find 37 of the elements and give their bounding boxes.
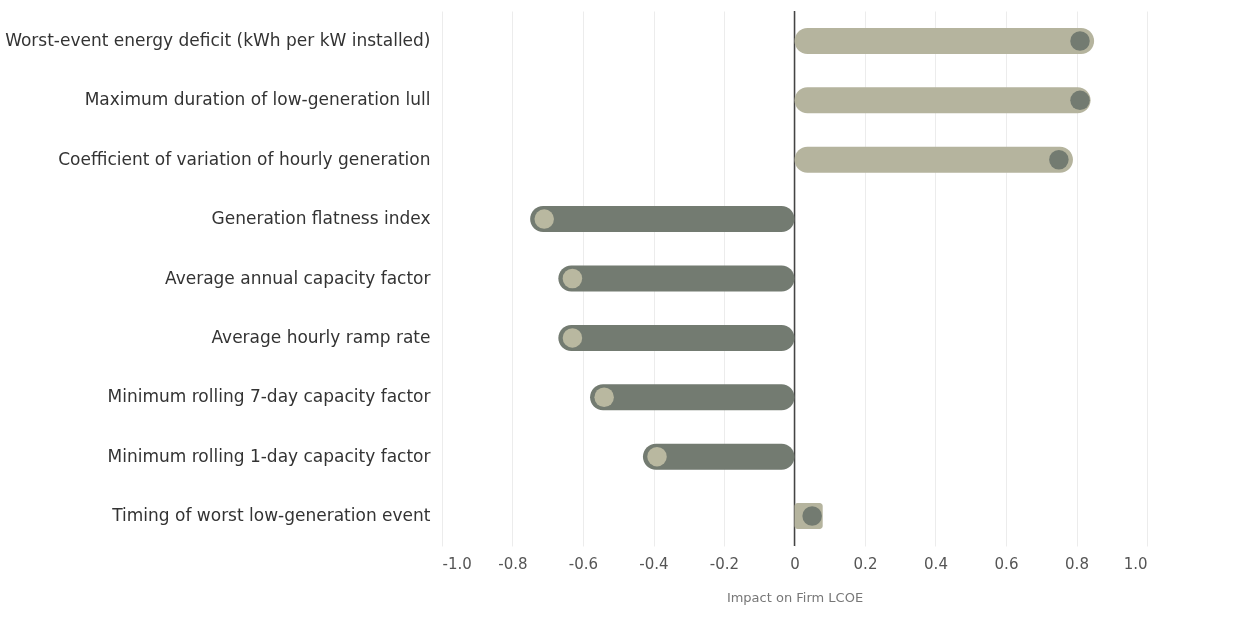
bar [794, 27, 1095, 54]
point [647, 446, 667, 467]
x-tick-label: -1.0 [442, 554, 472, 573]
x-tick-label: -0.2 [709, 554, 740, 573]
point [562, 328, 583, 348]
y-tick-label: Average annual capacity factor [165, 267, 431, 288]
bar [794, 87, 1091, 114]
x-tick-label: 0 [790, 554, 800, 573]
x-tick-label: -0.6 [568, 554, 599, 573]
y-tick-label: Timing of worst low-generation event [111, 505, 431, 526]
point [534, 209, 554, 229]
x-tick-label: 0.6 [994, 554, 1019, 573]
bar [642, 443, 795, 470]
point [1049, 150, 1069, 170]
x-tick-label: 0.8 [1065, 554, 1089, 573]
y-tick-label: Minimum rolling 7-day capacity factor [107, 386, 431, 407]
x-tick-label: 0.2 [853, 554, 878, 573]
x-tick-label: -0.4 [639, 554, 669, 573]
point [1070, 90, 1090, 111]
bar [590, 384, 795, 411]
x-tick-label: -0.8 [498, 554, 528, 573]
x-axis-title: Impact on Firm LCOE [726, 589, 864, 605]
y-tick-label: Minimum rolling 1-day capacity factor [107, 445, 431, 466]
bar [530, 206, 795, 233]
bar [558, 324, 795, 351]
x-tick-label: 0.4 [924, 554, 948, 573]
point [562, 268, 583, 289]
y-tick-label: Maximum duration of low-generation lull [84, 89, 431, 110]
y-tick-label: Generation flatness index [211, 208, 431, 229]
bar [794, 146, 1073, 173]
point [594, 387, 614, 407]
bar [558, 265, 795, 292]
point [1070, 31, 1090, 51]
x-tick-label: 1.0 [1123, 554, 1148, 573]
y-tick-label: Coefficient of variation of hourly generation [58, 148, 431, 169]
y-tick-label: Worst-event energy deficit (kWh per kW installed) [5, 29, 431, 50]
y-tick-label: Average hourly ramp rate [211, 326, 431, 347]
